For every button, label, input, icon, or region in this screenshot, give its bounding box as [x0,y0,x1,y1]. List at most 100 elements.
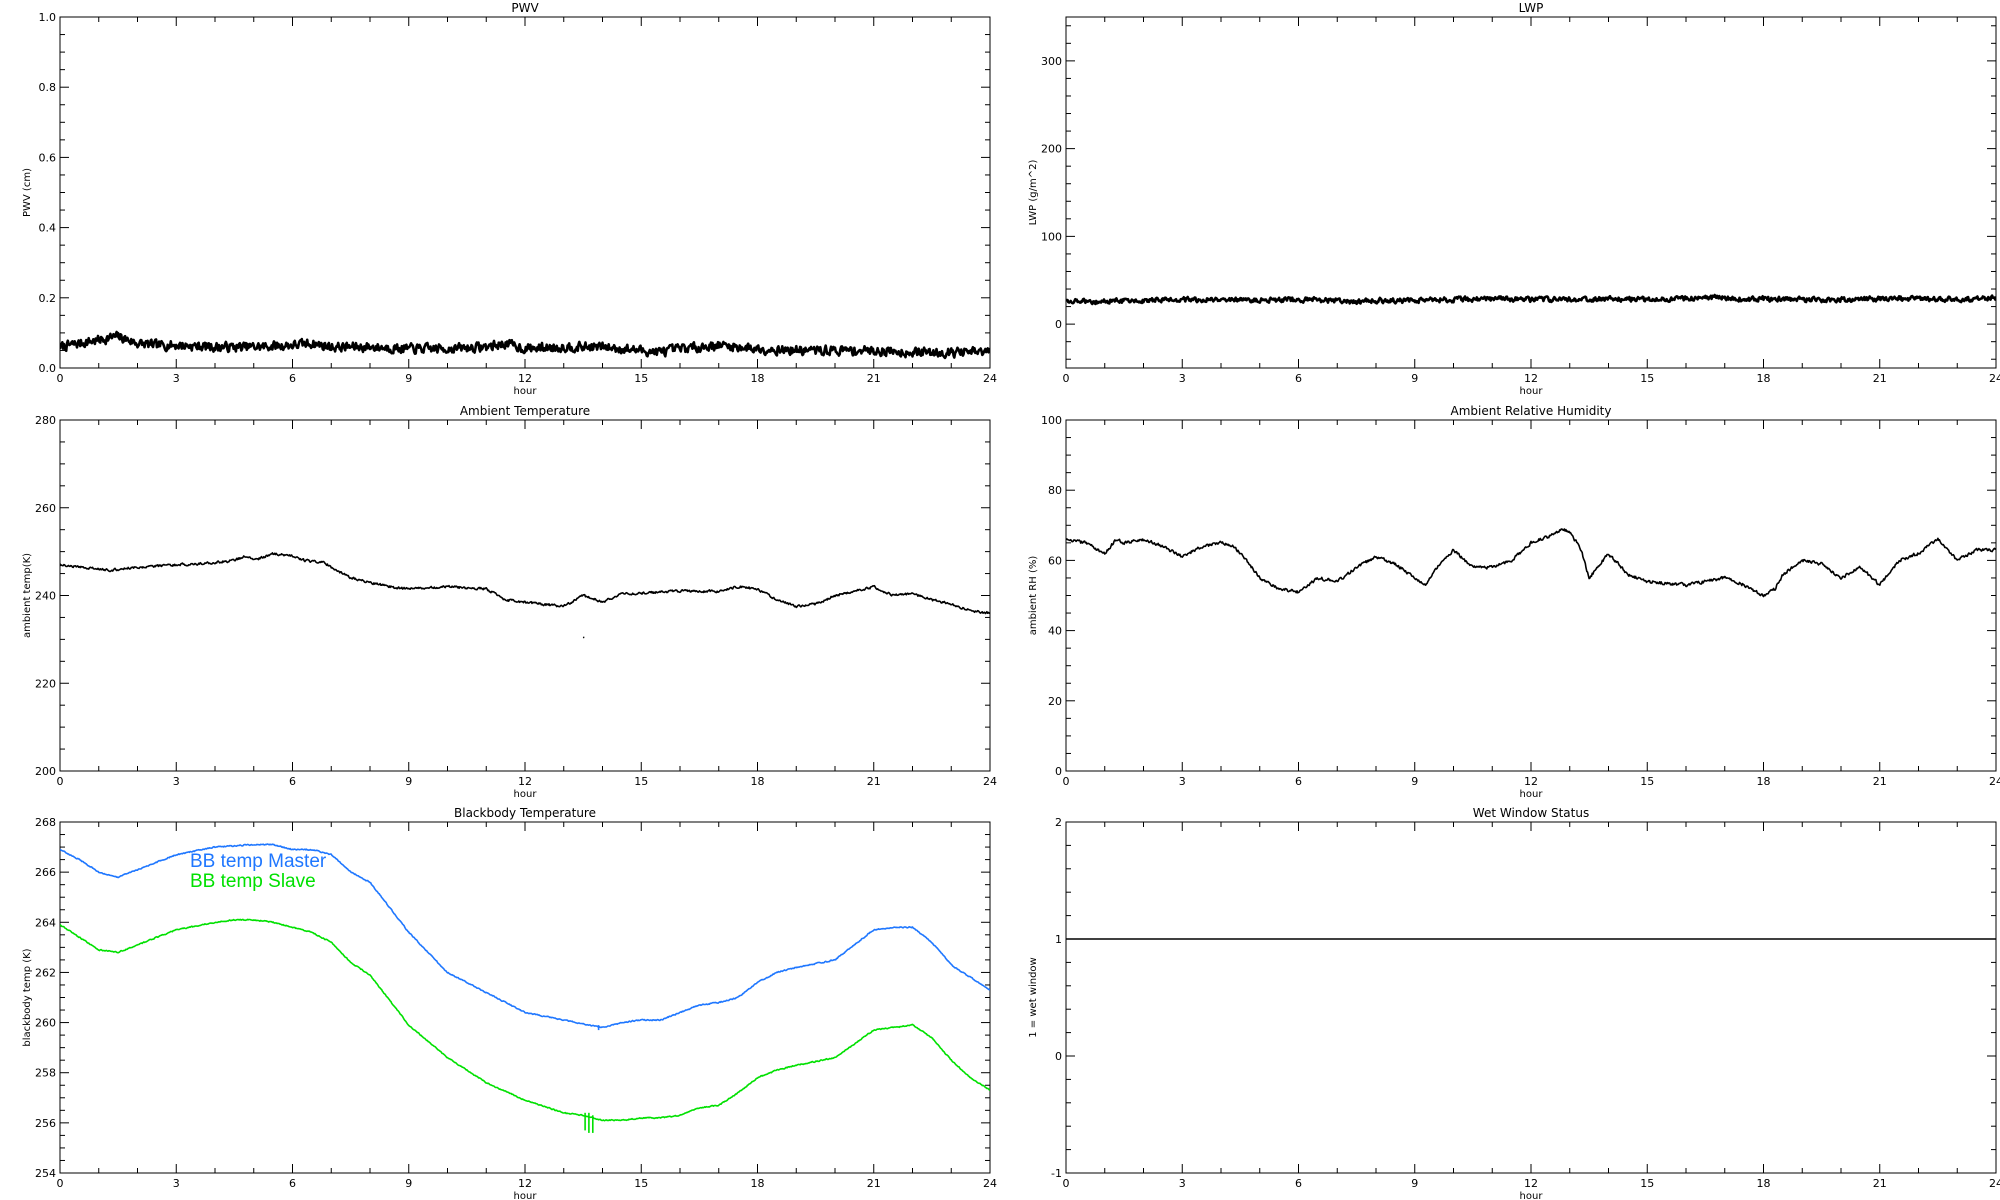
y-tick-label: 40 [1048,625,1062,638]
x-tick-label: 24 [983,372,997,385]
x-tick-label: 9 [405,1177,412,1190]
y-tick-label: 60 [1048,554,1062,567]
legend-entry: BB temp Slave [190,871,316,892]
x-tick-label: 12 [518,775,532,788]
plot-frame [59,16,991,369]
x-tick-label: 0 [1063,775,1070,788]
y-tick-label: -1 [1051,1167,1062,1180]
chart-ambient-temp: Ambient Temperature 0 3 6 9 12 15 18 21 24 200 220 2… [22,404,997,800]
y-axis-label: ambient temp(K) [22,553,33,638]
x-axis-label: hour [1520,789,1544,800]
y-tick-label: 266 [35,866,56,879]
x-tick-label: 0 [57,775,64,788]
plot-frame [1065,419,1997,772]
y-tick-label: 260 [35,1017,56,1030]
x-tick-label: 18 [751,372,765,385]
x-axis-label: hour [514,1191,538,1200]
x-tick-label: 18 [1757,1177,1771,1190]
x-tick-label: 0 [1063,1177,1070,1190]
x-tick-label: 3 [173,372,180,385]
chart-pwv: PWV 0 3 6 9 12 15 18 21 24 0.0 0.2 0.4 0.6 0.8 1.0 hour P… [22,1,997,397]
y-tick-label: 20 [1048,695,1062,708]
y-axis-label: 1 = wet window [1028,957,1039,1037]
y-tick-label: 264 [35,916,56,929]
x-tick-label: 0 [57,1177,64,1190]
x-tick-label: 21 [867,1177,881,1190]
series-line [60,552,990,615]
plot-frame [1065,16,1997,369]
x-tick-label: 18 [1757,775,1771,788]
y-tick-label: 0 [1055,765,1062,778]
y-tick-label: 256 [35,1117,56,1130]
y-tick-label: 0.4 [39,222,57,235]
plot-area [60,552,990,639]
y-tick-label: 1 [1055,933,1062,946]
x-tick-label: 6 [289,1177,296,1190]
y-tick-label: 0.6 [39,151,57,164]
x-tick-label: 0 [1063,372,1070,385]
y-tick-label: 300 [1041,55,1062,68]
series-line [60,330,990,360]
x-tick-label: 15 [634,775,648,788]
y-axis-label: blackbody temp (K) [22,948,33,1046]
y-axis-label: LWP (g/m^2) [1028,160,1039,226]
x-tick-label: 3 [1179,1177,1186,1190]
x-tick-label: 9 [405,775,412,788]
x-tick-label: 3 [1179,775,1186,788]
series-bb-temp-master [60,843,990,1029]
y-tick-label: 240 [35,590,56,603]
x-tick-label: 9 [405,372,412,385]
x-tick-label: 3 [173,1177,180,1190]
legend-entry: BB temp Master [190,851,327,872]
x-tick-label: 6 [1295,372,1302,385]
plot-frame [1065,821,1997,1174]
x-axis-label: hour [514,386,538,397]
y-tick-label: 0 [1055,318,1062,331]
y-axis-label: ambient RH (%) [1028,556,1039,636]
x-tick-label: 3 [1179,372,1186,385]
x-tick-label: 6 [1295,775,1302,788]
x-tick-label: 21 [1873,775,1887,788]
x-tick-label: 21 [1873,1177,1887,1190]
y-tick-label: 268 [35,816,56,829]
series-line [1066,528,1996,598]
x-tick-label: 15 [1640,1177,1654,1190]
y-tick-label: 0.0 [39,362,57,375]
chart-blackbody-temp: Blackbody Temperature 0 3 6 9 12 15 18 21 24 254 25… [22,806,997,1200]
x-tick-label: 6 [1295,1177,1302,1190]
y-tick-label: 220 [35,677,56,690]
chart-lwp: LWP 0 3 6 9 12 15 18 21 24 0 100 200 300 hour LWP (g/m^… [1028,1,2000,397]
x-axis-label: hour [514,789,538,800]
x-tick-label: 9 [1411,372,1418,385]
series-bb-temp-slave [60,918,990,1122]
y-tick-label: 0.2 [39,292,57,305]
y-tick-label: 280 [35,414,56,427]
y-tick-label: 100 [1041,230,1062,243]
x-axis-label: hour [1520,386,1544,397]
plot-area [60,330,990,360]
x-tick-label: 15 [1640,372,1654,385]
y-tick-label: 2 [1055,816,1062,829]
chart-ambient-rh: Ambient Relative Humidity 0 3 6 9 12 15 18 21 24 0… [1028,404,2000,800]
x-tick-label: 15 [1640,775,1654,788]
y-tick-label: 262 [35,966,56,979]
chart-title: Blackbody Temperature [454,806,596,820]
y-tick-label: 200 [35,765,56,778]
x-tick-label: 0 [57,372,64,385]
y-tick-label: 80 [1048,484,1062,497]
plot-area [1066,293,1996,306]
x-tick-label: 21 [867,372,881,385]
chart-title: Ambient Temperature [460,404,590,418]
y-tick-label: 100 [1041,414,1062,427]
x-tick-label: 24 [1989,372,2000,385]
y-tick-label: 260 [35,502,56,515]
y-tick-label: 0.8 [39,81,57,94]
chart-title: Ambient Relative Humidity [1451,404,1612,418]
series-line [1066,293,1996,306]
plot-area [60,843,990,1133]
x-tick-label: 21 [867,775,881,788]
x-tick-label: 12 [518,1177,532,1190]
y-tick-label: 254 [35,1167,56,1180]
